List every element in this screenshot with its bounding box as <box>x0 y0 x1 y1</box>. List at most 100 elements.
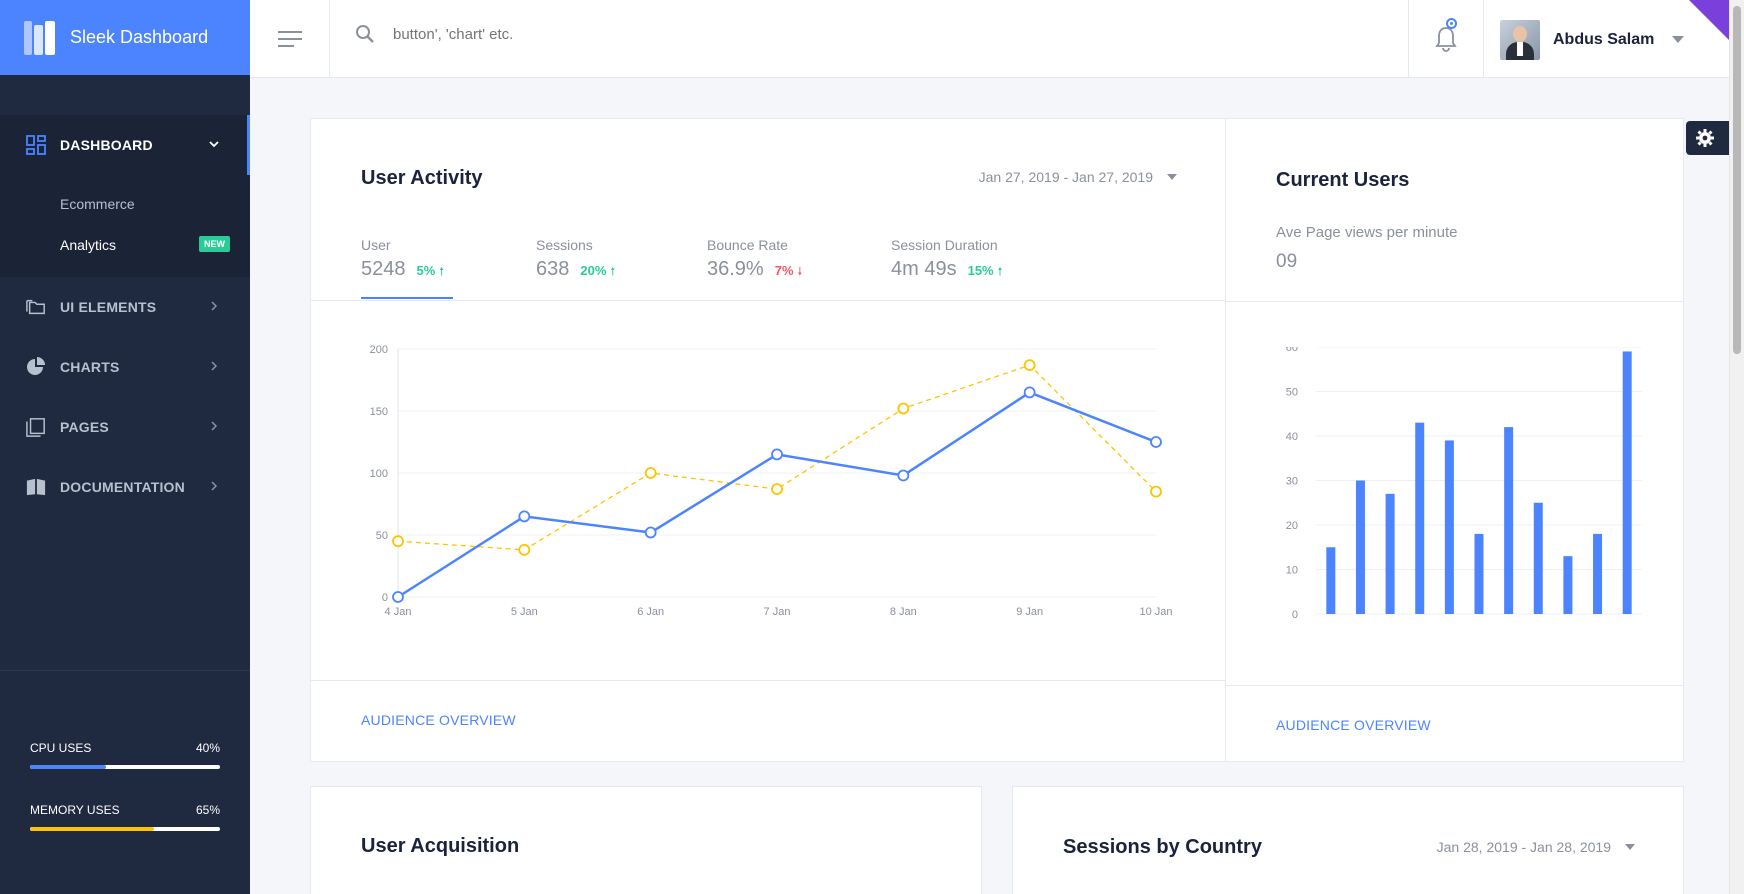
card-title: Current Users <box>1276 169 1410 191</box>
folder-icon <box>26 297 46 317</box>
data-point <box>392 535 404 548</box>
bar <box>1415 422 1425 614</box>
tab-label: User <box>361 237 391 253</box>
date-range-picker[interactable]: Jan 27, 2019 - Jan 27, 2019 <box>979 169 1177 185</box>
caret-down-icon <box>1672 36 1685 43</box>
audience-overview-link[interactable]: AUDIENCE OVERVIEW <box>361 712 516 728</box>
sidebar-item-dashboard[interactable]: DASHBOARD <box>0 115 250 175</box>
menu-icon <box>277 31 302 47</box>
arrow-up-icon: 🠕 <box>610 266 616 278</box>
settings-toggle[interactable] <box>1686 121 1732 155</box>
sidebar-subitem-label: Analytics <box>60 236 117 253</box>
card-subtitle: Ave Page views per minute <box>1276 224 1458 241</box>
divider <box>311 300 1225 301</box>
book-icon <box>26 477 46 497</box>
x-tick-label: 6 Jan <box>637 606 664 618</box>
bar <box>1533 502 1543 614</box>
bar <box>1622 351 1632 614</box>
notifications-button[interactable] <box>1408 0 1484 78</box>
current-users-card: Current Users Ave Page views per minute … <box>1225 118 1684 762</box>
data-point <box>771 448 783 461</box>
bar <box>1444 440 1454 614</box>
data-point <box>1023 386 1036 399</box>
y-tick-label: 40 <box>1286 431 1298 443</box>
divider <box>1226 685 1683 686</box>
divider <box>1226 301 1683 302</box>
sidebar-subitem-analytics[interactable]: Analytics NEW <box>0 224 250 265</box>
caret-down-icon <box>1167 174 1177 180</box>
scrollbar-thumb[interactable] <box>1733 6 1741 354</box>
y-tick-label: 100 <box>370 468 388 480</box>
divider <box>311 680 1225 681</box>
date-range-picker[interactable]: Jan 28, 2019 - Jan 28, 2019 <box>1437 839 1635 855</box>
sidebar-item-label: DOCUMENTATION <box>60 479 185 495</box>
chevron-right-icon <box>208 419 220 435</box>
y-tick-label: 20 <box>1286 520 1298 532</box>
date-range-label: Jan 27, 2019 - Jan 27, 2019 <box>978 169 1153 185</box>
meter-value: 65% <box>195 803 220 817</box>
chevron-right-icon <box>208 359 220 375</box>
cpu-meter: CPU USES 40% <box>30 741 220 769</box>
x-tick-label: 7 Jan <box>764 606 791 618</box>
tab-user[interactable]: User 5248 5% 🠕 <box>361 237 536 299</box>
meter-track <box>30 827 220 831</box>
system-meters: CPU USES 40% MEMORY USES 65% <box>0 670 250 894</box>
bar <box>1593 533 1603 614</box>
data-point <box>644 467 657 479</box>
user-activity-card: User Activity Jan 27, 2019 - Jan 27, 201… <box>310 118 1226 762</box>
date-range-label: Jan 28, 2019 - Jan 28, 2019 <box>1436 839 1611 855</box>
tab-bounce-rate[interactable]: Bounce Rate 36.9% 7% 🠗 <box>707 237 891 299</box>
notification-dot <box>1446 18 1457 29</box>
meter-label: MEMORY USES <box>30 803 120 817</box>
sidebar-item-ui-elements[interactable]: UI ELEMENTS <box>0 277 250 337</box>
brand[interactable]: Sleek Dashboard <box>0 0 250 75</box>
sidebar-subitem-ecommerce[interactable]: Ecommerce <box>0 183 250 224</box>
user-acquisition-card: User Acquisition <box>310 786 982 894</box>
bar <box>1474 533 1484 614</box>
arrow-down-icon: 🠗 <box>797 266 803 278</box>
tab-label: Sessions <box>536 237 593 253</box>
page-scrollbar[interactable] <box>1729 0 1744 894</box>
sidebar: Sleek Dashboard DASHBOARD Ecommerce Anal… <box>0 0 250 894</box>
y-tick-label: 60 <box>1286 347 1298 354</box>
card-title: Sessions by Country <box>1063 836 1262 858</box>
sidebar-toggle-button[interactable] <box>250 0 330 78</box>
sidebar-item-documentation[interactable]: DOCUMENTATION <box>0 457 250 517</box>
sidebar-item-label: DASHBOARD <box>60 137 153 153</box>
x-tick-label: 9 Jan <box>1016 606 1043 618</box>
sidebar-item-pages[interactable]: PAGES <box>0 397 250 457</box>
sessions-by-country-card: Sessions by Country Jan 28, 2019 - Jan 2… <box>1012 786 1684 894</box>
search-bar <box>355 24 993 44</box>
sidebar-item-label: CHARTS <box>60 359 120 375</box>
meter-value: 40% <box>195 741 220 755</box>
data-point <box>644 526 657 539</box>
search-input[interactable] <box>393 25 993 43</box>
chevron-down-icon <box>208 137 220 153</box>
tab-label: Session Duration <box>891 237 998 253</box>
tab-sessions[interactable]: Sessions 638 20% 🠕 <box>536 237 707 299</box>
data-point <box>392 591 404 603</box>
meter-fill <box>30 827 154 831</box>
data-point <box>518 543 531 556</box>
tab-session-duration[interactable]: Session Duration 4m 49s 15% 🠕 <box>891 237 1071 299</box>
current-users-bar-chart: 0 10 20 30 40 50 60 <box>1286 347 1642 621</box>
current-users-value: 09 <box>1276 251 1298 272</box>
y-tick-label: 50 <box>376 530 388 542</box>
top-header: Abdus Salam <box>250 0 1744 78</box>
arrow-up-icon: 🠕 <box>439 266 445 278</box>
sidebar-nav: DASHBOARD Ecommerce Analytics NEW UI ELE… <box>0 115 250 517</box>
sidebar-item-label: UI ELEMENTS <box>60 299 157 315</box>
meter-label: CPU USES <box>30 741 92 755</box>
bar <box>1326 547 1336 614</box>
chevron-right-icon <box>208 299 220 315</box>
data-point <box>897 469 910 482</box>
brand-name: Sleek Dashboard <box>70 27 209 47</box>
sidebar-item-charts[interactable]: CHARTS <box>0 337 250 397</box>
bell-icon <box>1435 27 1457 52</box>
pie-chart-icon <box>26 357 46 377</box>
user-menu[interactable]: Abdus Salam <box>1500 20 1685 60</box>
caret-down-icon <box>1625 844 1635 850</box>
audience-overview-link[interactable]: AUDIENCE OVERVIEW <box>1276 717 1431 733</box>
tab-change: 7% <box>774 263 794 278</box>
y-tick-label: 150 <box>370 406 388 418</box>
